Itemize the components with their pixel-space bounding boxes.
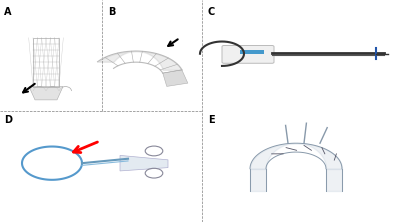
Polygon shape xyxy=(29,87,63,100)
Bar xyxy=(240,50,264,54)
Text: E: E xyxy=(208,115,215,125)
Text: C: C xyxy=(208,7,215,17)
FancyBboxPatch shape xyxy=(222,46,274,63)
Polygon shape xyxy=(120,155,168,171)
Text: B: B xyxy=(108,7,115,17)
Polygon shape xyxy=(163,70,188,86)
Text: D: D xyxy=(4,115,12,125)
Text: A: A xyxy=(4,7,12,17)
